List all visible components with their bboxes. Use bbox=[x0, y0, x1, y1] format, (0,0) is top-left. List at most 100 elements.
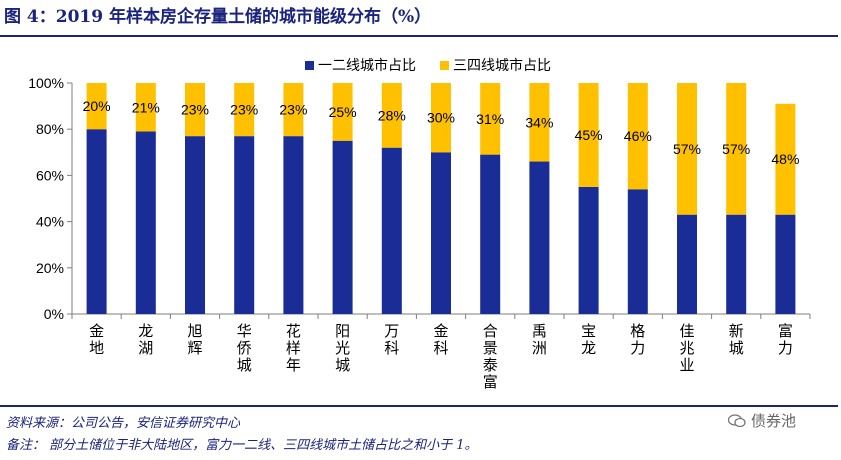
x-tick-label: 旭辉 bbox=[187, 322, 202, 357]
data-label: 23% bbox=[279, 102, 307, 118]
x-tick-char: 科 bbox=[384, 339, 399, 357]
data-label: 57% bbox=[722, 141, 750, 157]
y-tick-label: 40% bbox=[36, 214, 64, 230]
data-label: 34% bbox=[525, 114, 553, 130]
bar-tier34 bbox=[431, 83, 451, 153]
x-tick-label: 格力 bbox=[630, 322, 645, 357]
chart-data-labels: 20% 21% 23% 23% 23% 25% 28% 30% 31% 34% 45% 46% 57% 5… bbox=[83, 98, 800, 167]
data-label: 21% bbox=[132, 99, 160, 115]
bar-tier12 bbox=[332, 140, 353, 314]
x-tick-char: 洲 bbox=[532, 339, 547, 357]
x-tick-char: 样 bbox=[286, 339, 301, 357]
figure-title: 图 4：2019 年样本房企存量土储的城市能级分布（%） bbox=[4, 7, 432, 27]
x-tick-char: 花 bbox=[286, 322, 301, 340]
x-tick-label: 华侨城 bbox=[237, 322, 252, 374]
x-tick-char: 富 bbox=[483, 373, 498, 391]
x-tick-label: 金科 bbox=[433, 322, 448, 357]
x-tick-label: 龙湖 bbox=[138, 322, 153, 357]
x-tick-label: 万科 bbox=[384, 322, 399, 357]
x-tick-char: 侨 bbox=[237, 339, 252, 357]
wechat-icon bbox=[728, 413, 746, 427]
bar-tier34 bbox=[529, 83, 550, 162]
y-tick-label: 20% bbox=[36, 260, 64, 276]
x-tick-char: 城 bbox=[335, 356, 350, 374]
x-tick-char: 景 bbox=[483, 339, 498, 357]
x-tick-label: 宝龙 bbox=[581, 322, 596, 357]
x-tick-label: 金地 bbox=[89, 322, 104, 357]
data-label: 31% bbox=[476, 111, 504, 127]
legend-label: 一二线城市占比 bbox=[318, 57, 416, 74]
source-note: 资料来源：公司公告，安信证券研究中心 bbox=[6, 416, 241, 431]
legend-label: 三四线城市占比 bbox=[453, 57, 551, 74]
x-tick-char: 合 bbox=[483, 322, 498, 340]
data-label: 28% bbox=[378, 107, 406, 123]
y-tick-label: 80% bbox=[36, 121, 64, 137]
bar-tier12 bbox=[578, 186, 599, 314]
x-tick-char: 格 bbox=[630, 322, 645, 340]
title-rule bbox=[0, 35, 838, 37]
data-label: 23% bbox=[181, 102, 209, 118]
bar-tier12 bbox=[529, 161, 550, 314]
bar-tier34 bbox=[578, 83, 599, 187]
x-tick-label: 新城 bbox=[729, 322, 744, 357]
bar-tier12 bbox=[234, 136, 255, 314]
bar-tier12 bbox=[775, 214, 796, 314]
chart-bars bbox=[86, 83, 796, 314]
legend-swatch bbox=[440, 61, 449, 70]
data-label: 30% bbox=[427, 110, 455, 126]
x-tick-label: 富力 bbox=[778, 322, 793, 357]
x-tick-char: 宝 bbox=[581, 322, 596, 340]
y-tick-label: 100% bbox=[28, 75, 64, 91]
bar-tier34 bbox=[234, 83, 255, 137]
data-label: 23% bbox=[230, 102, 258, 118]
remark-note: 备注： 部分土储位于非大陆地区，富力一二线、三四线城市土储占比之和小于 1。 bbox=[6, 438, 478, 453]
x-tick-char: 龙 bbox=[138, 322, 153, 340]
x-tick-char: 富 bbox=[778, 322, 793, 340]
bar-tier34 bbox=[775, 103, 796, 215]
x-tick-char: 力 bbox=[630, 339, 645, 357]
bar-tier12 bbox=[480, 154, 501, 314]
x-tick-char: 金 bbox=[89, 322, 104, 340]
x-tick-char: 湖 bbox=[138, 339, 153, 357]
bar-chart: 0% 20% 40% 60% 80% 100% 20% 21% 23% 23% 23% 25% 28%… bbox=[28, 57, 811, 391]
x-tick-char: 城 bbox=[729, 339, 744, 357]
x-tick-char: 兆 bbox=[679, 339, 694, 357]
bar-tier34 bbox=[283, 83, 304, 137]
bar-tier34 bbox=[381, 83, 402, 148]
data-label: 45% bbox=[575, 127, 603, 143]
bar-tier12 bbox=[677, 214, 697, 314]
x-tick-char: 泰 bbox=[483, 356, 498, 374]
bar-tier12 bbox=[627, 189, 648, 314]
x-tick-char: 光 bbox=[335, 339, 350, 357]
x-tick-char: 力 bbox=[778, 339, 793, 357]
bar-tier34 bbox=[627, 83, 648, 190]
bar-tier34 bbox=[726, 83, 747, 215]
x-tick-char: 旭 bbox=[187, 322, 202, 340]
x-tick-char: 龙 bbox=[581, 339, 596, 357]
bar-tier12 bbox=[283, 136, 304, 314]
y-tick-label: 0% bbox=[44, 306, 64, 322]
x-tick-char: 城 bbox=[237, 356, 252, 374]
data-label: 25% bbox=[329, 104, 357, 120]
bar-tier12 bbox=[86, 129, 107, 314]
bar-tier12 bbox=[726, 214, 747, 314]
x-tick-char: 年 bbox=[286, 356, 301, 374]
x-tick-char: 佳 bbox=[679, 322, 694, 340]
bar-tier12 bbox=[135, 131, 156, 314]
footer-rule bbox=[0, 405, 838, 407]
bar-tier34 bbox=[185, 83, 205, 137]
data-label: 46% bbox=[624, 128, 652, 144]
bar-tier34 bbox=[480, 83, 501, 155]
x-tick-label: 阳光城 bbox=[335, 322, 350, 374]
data-label: 48% bbox=[771, 151, 799, 167]
bar-tier12 bbox=[431, 152, 451, 314]
bar-tier34 bbox=[86, 83, 107, 130]
x-tick-char: 阳 bbox=[335, 322, 350, 340]
x-tick-char: 新 bbox=[729, 322, 744, 340]
watermark-text: 债券池 bbox=[751, 412, 797, 430]
x-tick-label: 佳兆业 bbox=[679, 322, 694, 374]
x-tick-label: 禹洲 bbox=[532, 322, 547, 357]
bar-tier12 bbox=[185, 136, 205, 314]
